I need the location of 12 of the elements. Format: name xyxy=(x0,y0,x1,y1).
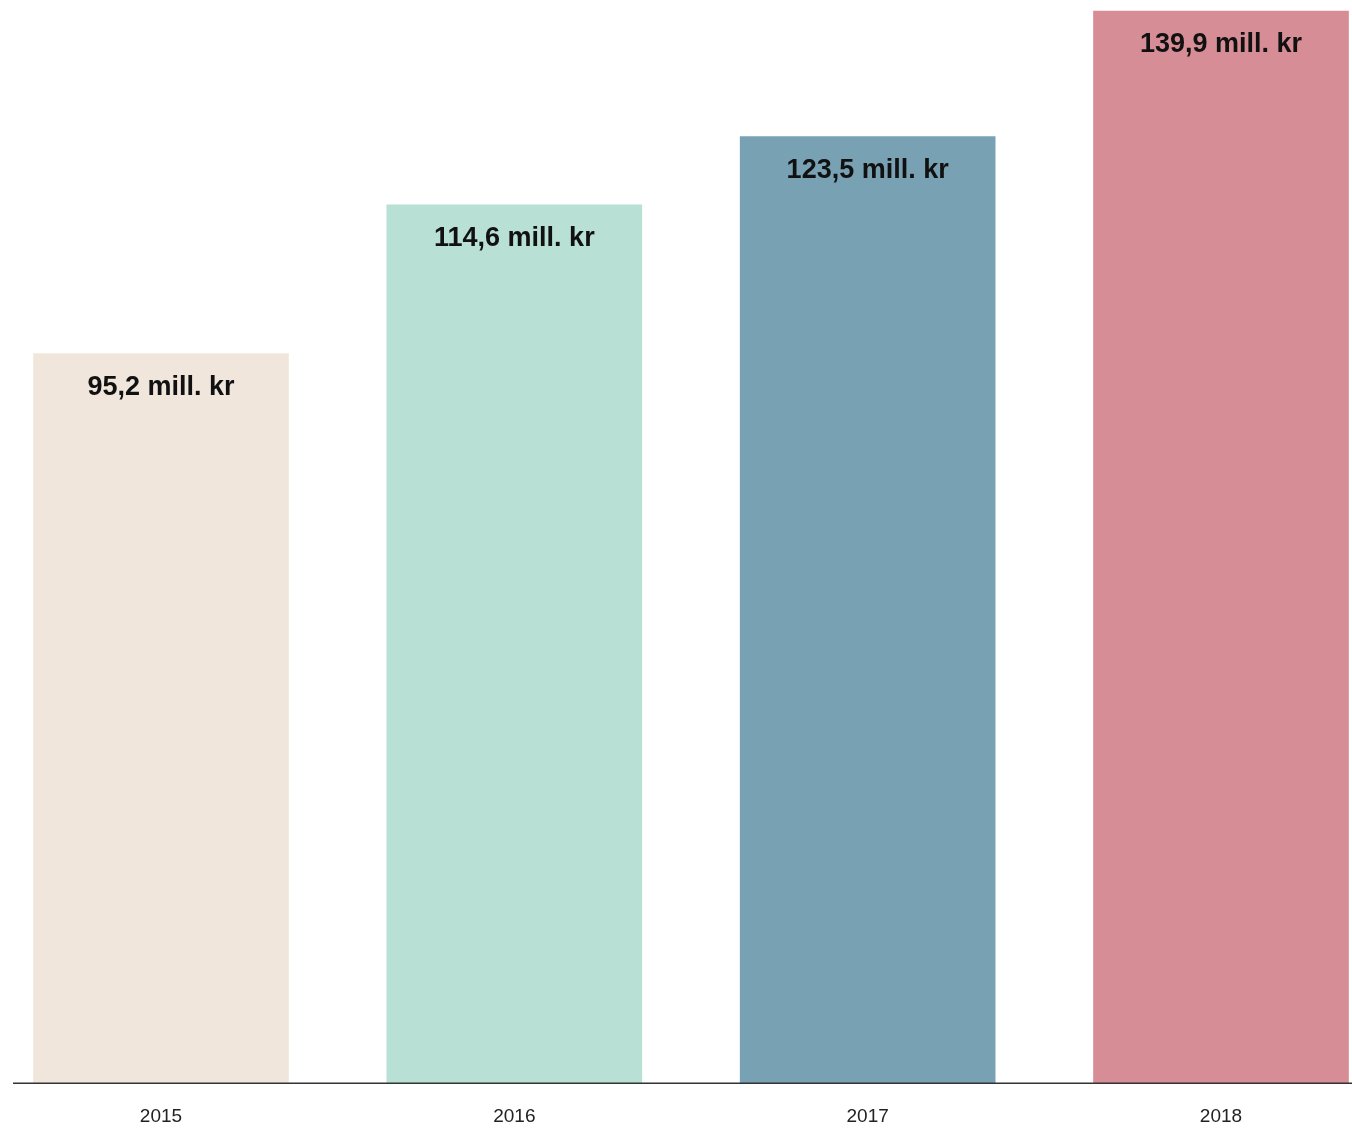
x-tick-label: 2017 xyxy=(846,1104,889,1126)
data-label: 95,2 mill. kr xyxy=(87,371,236,402)
x-tick-label: 2018 xyxy=(1199,1104,1243,1126)
bar xyxy=(33,353,289,1084)
data-label: 123,5 mill. kr xyxy=(786,154,950,185)
bar xyxy=(386,204,643,1084)
data-label: 114,6 mill. kr xyxy=(434,222,596,253)
bar xyxy=(739,136,996,1084)
x-tick-label: 2015 xyxy=(139,1104,183,1126)
data-label: 139,9 mill. kr xyxy=(1139,28,1303,59)
x-tick-label: 2016 xyxy=(493,1104,536,1126)
bar xyxy=(1093,10,1349,1084)
